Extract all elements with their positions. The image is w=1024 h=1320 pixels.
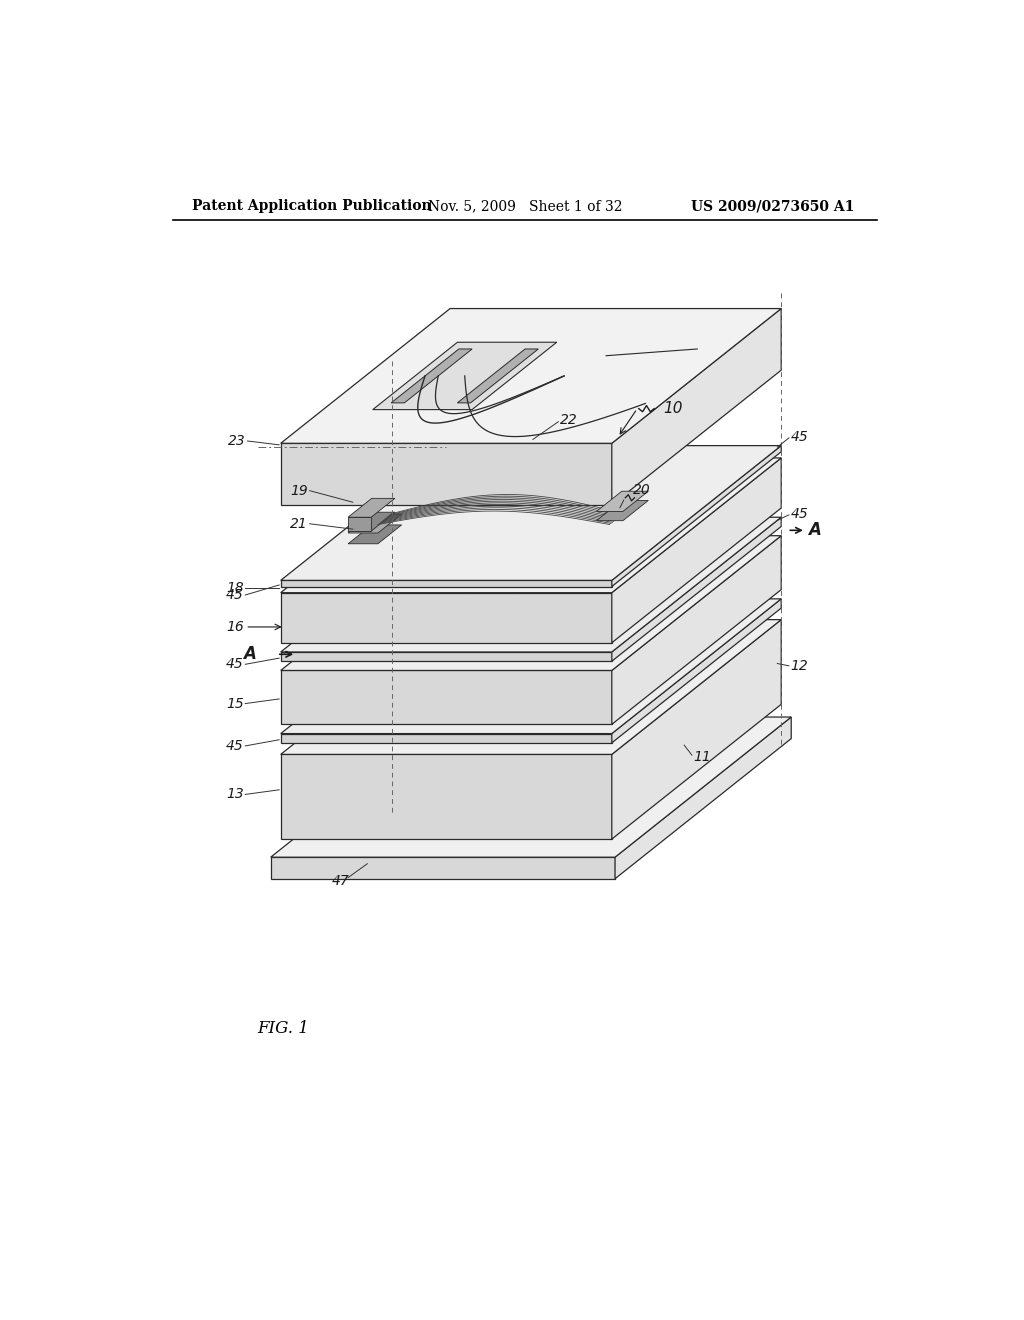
Text: 45: 45 bbox=[226, 587, 244, 602]
Polygon shape bbox=[281, 599, 781, 734]
Text: 47: 47 bbox=[332, 874, 349, 888]
Text: 22: 22 bbox=[560, 413, 578, 428]
Text: A: A bbox=[243, 645, 256, 663]
Text: 19: 19 bbox=[291, 483, 308, 498]
Polygon shape bbox=[439, 775, 494, 785]
Text: 12: 12 bbox=[791, 659, 808, 673]
Polygon shape bbox=[348, 512, 395, 531]
Polygon shape bbox=[348, 515, 401, 533]
Text: 45: 45 bbox=[226, 739, 244, 752]
Polygon shape bbox=[615, 717, 792, 879]
Text: 20: 20 bbox=[633, 483, 650, 498]
Text: 10: 10 bbox=[664, 401, 683, 416]
Polygon shape bbox=[281, 458, 781, 593]
Text: 18: 18 bbox=[226, 581, 244, 595]
Polygon shape bbox=[281, 517, 781, 652]
Text: Nov. 5, 2009   Sheet 1 of 32: Nov. 5, 2009 Sheet 1 of 32 bbox=[428, 199, 622, 213]
Polygon shape bbox=[388, 657, 542, 717]
Text: FIG. 1: FIG. 1 bbox=[258, 1020, 309, 1038]
Polygon shape bbox=[281, 444, 611, 506]
Polygon shape bbox=[281, 652, 611, 661]
Polygon shape bbox=[596, 491, 648, 511]
Polygon shape bbox=[281, 755, 611, 840]
Text: US 2009/0273650 A1: US 2009/0273650 A1 bbox=[691, 199, 854, 213]
Polygon shape bbox=[281, 446, 781, 581]
Polygon shape bbox=[281, 619, 781, 755]
Polygon shape bbox=[458, 348, 539, 403]
Polygon shape bbox=[611, 619, 781, 840]
Polygon shape bbox=[270, 717, 792, 857]
Polygon shape bbox=[611, 599, 781, 743]
Polygon shape bbox=[456, 569, 640, 636]
Text: 45: 45 bbox=[791, 430, 808, 444]
Text: 45: 45 bbox=[226, 657, 244, 672]
Text: Patent Application Publication: Patent Application Publication bbox=[193, 199, 432, 213]
Text: 16: 16 bbox=[226, 620, 244, 634]
Polygon shape bbox=[611, 446, 781, 586]
Polygon shape bbox=[407, 519, 440, 532]
Text: 45: 45 bbox=[791, 507, 808, 521]
Polygon shape bbox=[281, 581, 611, 586]
Polygon shape bbox=[323, 556, 541, 651]
Polygon shape bbox=[611, 536, 781, 725]
Polygon shape bbox=[611, 517, 781, 661]
Polygon shape bbox=[281, 671, 611, 725]
Polygon shape bbox=[348, 499, 395, 517]
Polygon shape bbox=[281, 734, 611, 743]
Polygon shape bbox=[611, 458, 781, 643]
Text: 11: 11 bbox=[693, 750, 712, 764]
Polygon shape bbox=[596, 500, 648, 520]
Polygon shape bbox=[391, 348, 472, 403]
Polygon shape bbox=[281, 593, 611, 643]
Text: 21: 21 bbox=[291, 516, 308, 531]
Polygon shape bbox=[365, 647, 598, 727]
Polygon shape bbox=[373, 342, 557, 409]
Polygon shape bbox=[611, 309, 781, 506]
Text: 23: 23 bbox=[228, 434, 246, 447]
Polygon shape bbox=[281, 536, 781, 671]
Text: 15: 15 bbox=[226, 697, 244, 710]
Polygon shape bbox=[348, 517, 371, 531]
Text: 13: 13 bbox=[226, 788, 244, 801]
Polygon shape bbox=[451, 777, 483, 784]
Polygon shape bbox=[281, 309, 781, 444]
Polygon shape bbox=[270, 857, 615, 879]
Text: A: A bbox=[808, 521, 821, 540]
Polygon shape bbox=[348, 525, 401, 544]
